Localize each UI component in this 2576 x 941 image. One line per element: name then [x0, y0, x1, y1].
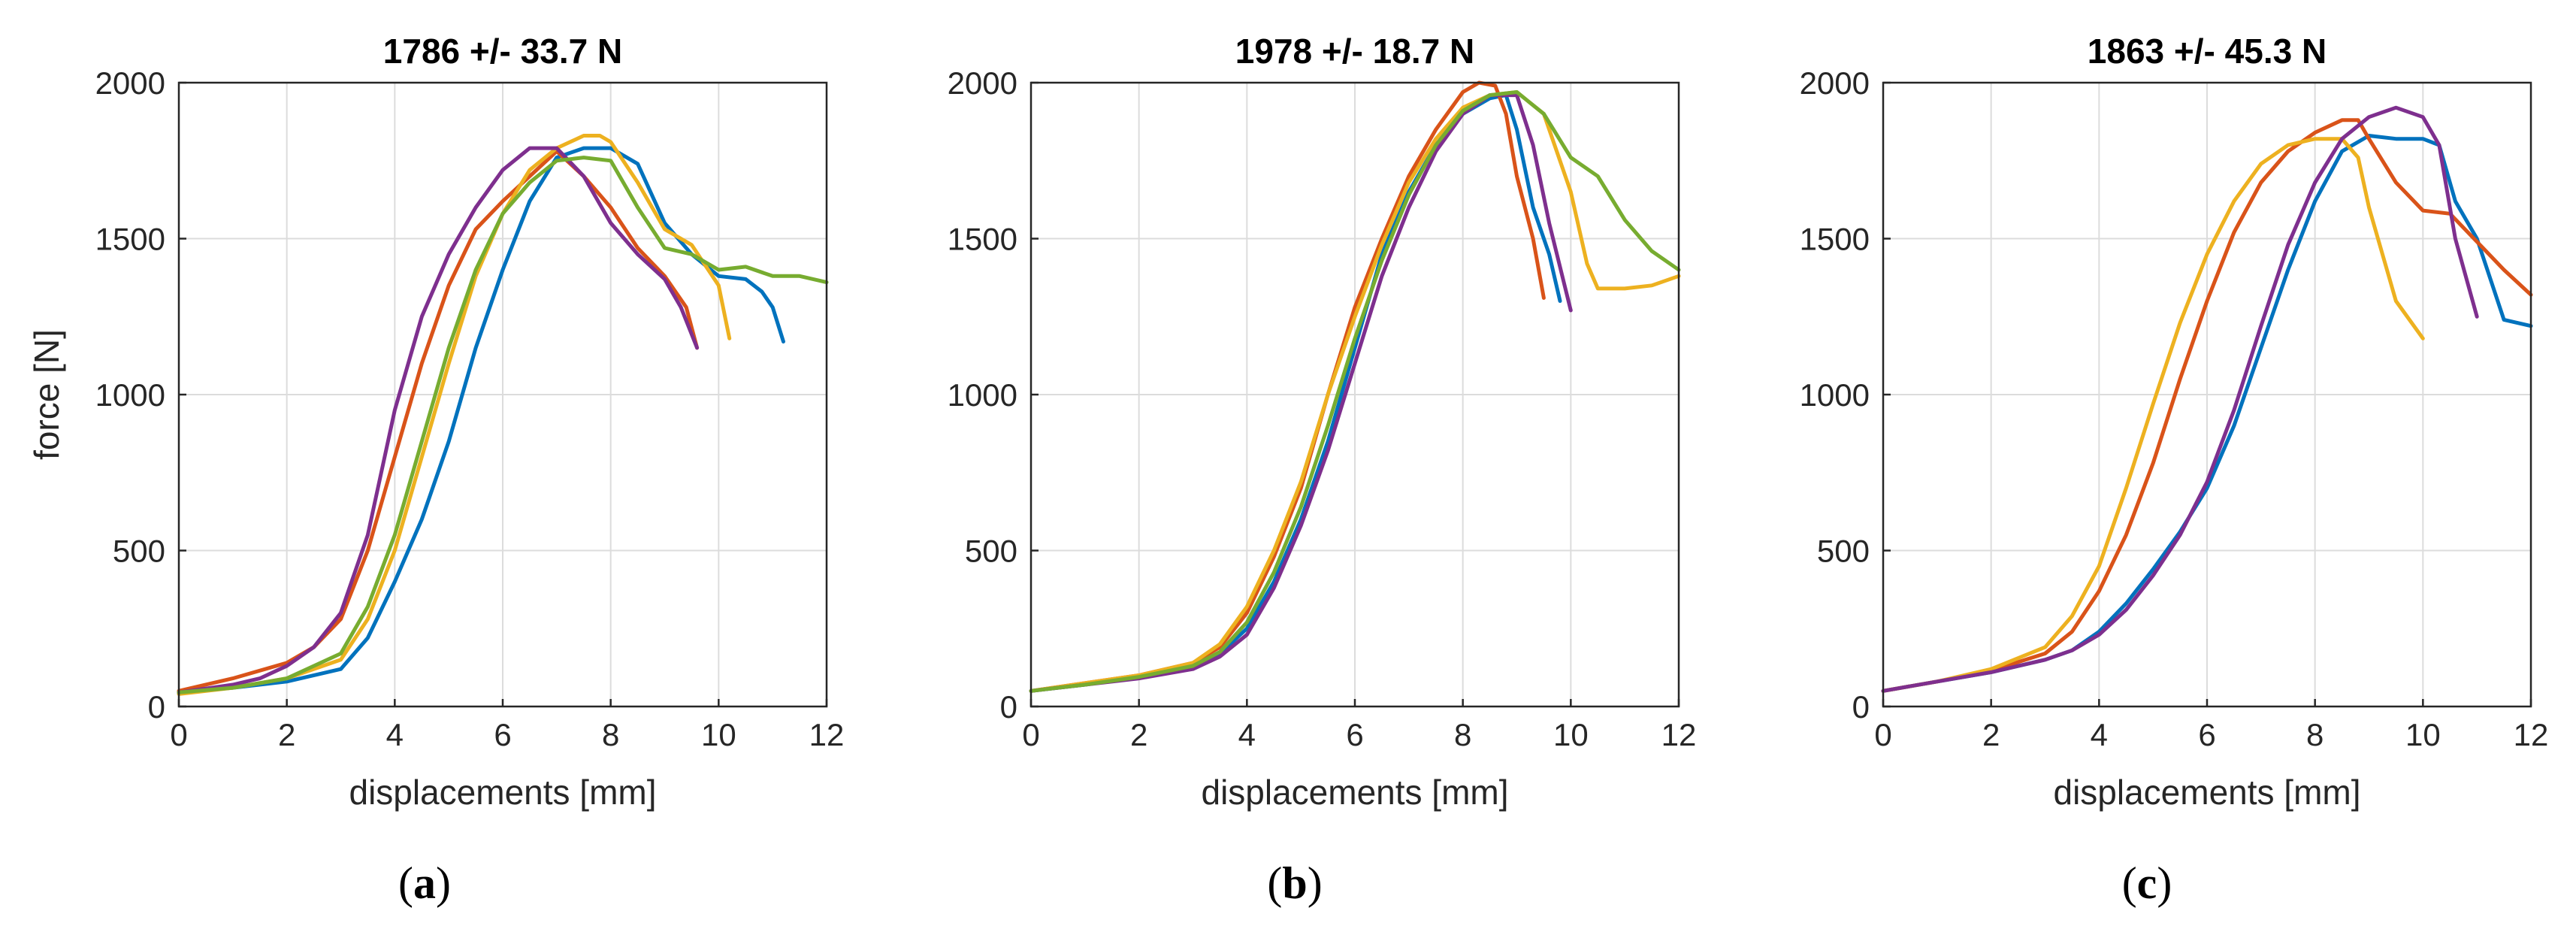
panel-c-x-axis-label: displacements [mm]	[2053, 773, 2360, 812]
panel-c-letter: c	[2137, 858, 2157, 908]
x-tick-label: 12	[809, 717, 845, 752]
x-tick-label: 0	[170, 717, 187, 752]
panel-a-series	[177, 134, 829, 696]
panel-b-grid	[1031, 83, 1679, 707]
y-tick-label: 1000	[95, 377, 165, 413]
y-tick-label: 0	[1000, 689, 1017, 725]
x-tick-label: 6	[2198, 717, 2215, 752]
y-tick-label: 1000	[1800, 377, 1870, 413]
panel-c-title: 1863 +/- 45.3 N	[2088, 32, 2327, 71]
y-tick-label: 0	[1852, 689, 1870, 725]
panel-b-series	[1029, 80, 1681, 693]
series-line-yellow	[1881, 137, 2425, 693]
series-line-yellow	[177, 134, 732, 696]
y-tick-label: 500	[1817, 534, 1870, 569]
panel-a-y-axis-label: force [N]	[27, 329, 66, 460]
x-tick-label: 6	[1346, 717, 1363, 752]
panel-a-ticks: 0 2 4 6 8 10 12 0 500 1000 1500 2000	[95, 65, 845, 752]
x-tick-label: 12	[2514, 717, 2549, 752]
panel-c: 0 2 4 6 8 10 12 0 500 1000 1500 2000 1863 +/- 45.3 …	[1800, 32, 2549, 908]
series-line-purple	[1029, 93, 1573, 693]
y-tick-label: 2000	[95, 65, 165, 101]
panel-c-caption-label: (c)	[2122, 858, 2172, 908]
panel-a-letter: a	[413, 858, 436, 908]
panel-a: 0 2 4 6 8 10 12 0 500 1000 1500 2000 1786 +/- 33.7 …	[27, 32, 844, 908]
x-tick-label: 10	[701, 717, 736, 752]
x-tick-label: 0	[1874, 717, 1891, 752]
x-tick-label: 0	[1022, 717, 1039, 752]
x-tick-label: 10	[2405, 717, 2441, 752]
panel-c-grid	[1883, 83, 2531, 707]
x-tick-label: 6	[494, 717, 511, 752]
x-tick-label: 2	[1982, 717, 2000, 752]
y-tick-label: 1500	[95, 222, 165, 257]
x-tick-label: 8	[2306, 717, 2324, 752]
y-tick-label: 1500	[1800, 222, 1870, 257]
x-tick-label: 4	[1238, 717, 1256, 752]
panel-b: 0 2 4 6 8 10 12 0 500 1000 1500 2000 1978 +/- 18.7 …	[948, 32, 1697, 908]
series-line-purple	[177, 146, 700, 694]
panel-b-title: 1978 +/- 18.7 N	[1235, 32, 1474, 71]
panel-c-series	[1881, 105, 2533, 693]
y-tick-label: 2000	[948, 65, 1017, 101]
y-tick-label: 0	[148, 689, 165, 725]
series-line-green	[1029, 90, 1681, 693]
x-tick-label: 4	[2091, 717, 2108, 752]
y-tick-label: 1000	[948, 377, 1017, 413]
panel-b-x-axis-label: displacements [mm]	[1201, 773, 1508, 812]
y-tick-label: 500	[113, 534, 165, 569]
x-tick-label: 2	[1130, 717, 1147, 752]
series-line-green	[177, 156, 829, 694]
panel-b-ticks: 0 2 4 6 8 10 12 0 500 1000 1500 2000	[948, 65, 1697, 752]
x-tick-label: 4	[386, 717, 404, 752]
panel-a-caption-label: (a)	[398, 858, 451, 908]
panel-b-caption-label: (b)	[1267, 858, 1322, 908]
y-tick-label: 500	[965, 534, 1017, 569]
x-tick-label: 8	[1454, 717, 1471, 752]
series-line-blue	[177, 146, 785, 694]
x-tick-label: 8	[602, 717, 619, 752]
series-line-orange	[1881, 118, 2533, 693]
panel-b-letter: b	[1282, 858, 1307, 908]
y-tick-label: 2000	[1800, 65, 1870, 101]
x-tick-label: 10	[1553, 717, 1589, 752]
x-tick-label: 12	[1661, 717, 1697, 752]
series-line-orange	[1029, 80, 1546, 693]
panel-c-ticks: 0 2 4 6 8 10 12 0 500 1000 1500 2000	[1800, 65, 2549, 752]
panel-a-grid	[179, 83, 827, 707]
series-line-yellow	[1029, 90, 1681, 693]
y-tick-label: 1500	[948, 222, 1017, 257]
panel-a-title: 1786 +/- 33.7 N	[383, 32, 622, 71]
series-line-purple	[1881, 105, 2479, 693]
series-line-blue	[1029, 93, 1562, 693]
panel-a-x-axis-label: displacements [mm]	[349, 773, 656, 812]
x-tick-label: 2	[278, 717, 295, 752]
